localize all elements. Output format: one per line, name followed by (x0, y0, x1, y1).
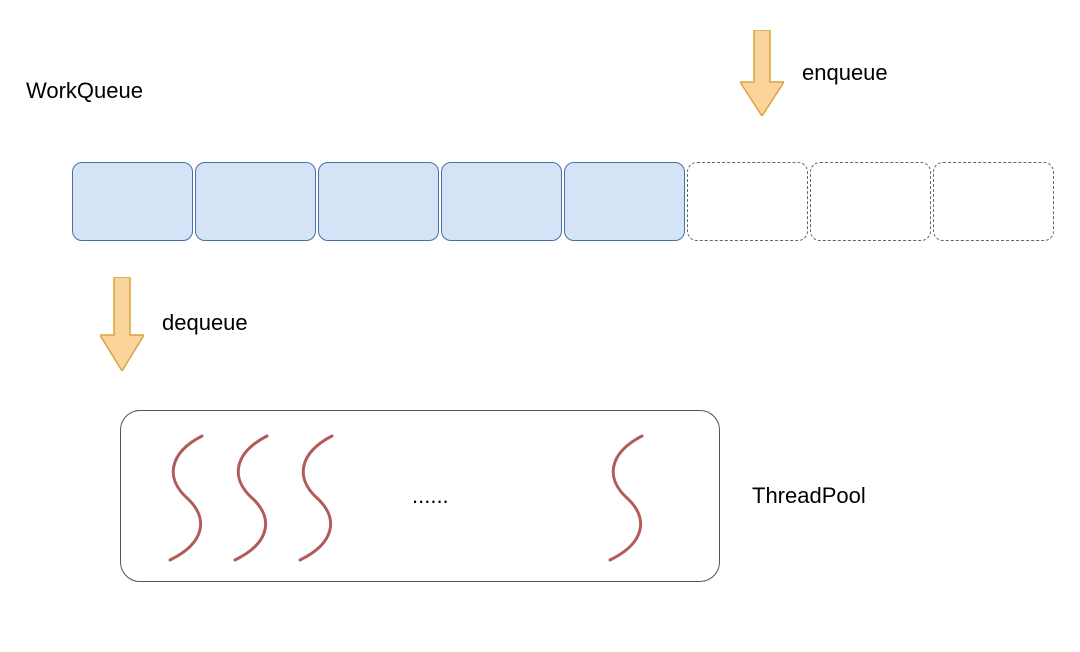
queue-item-empty (933, 162, 1054, 241)
dequeue-arrow-icon (100, 277, 144, 371)
threadpool-label: ThreadPool (752, 483, 866, 509)
queue-item-filled (195, 162, 316, 241)
queue-item-filled (564, 162, 685, 241)
thread-squiggle-icon (157, 428, 217, 568)
queue-item-filled (72, 162, 193, 241)
queue-item-filled (318, 162, 439, 241)
thread-squiggle-icon (222, 428, 282, 568)
ellipsis-label: ...... (412, 483, 449, 509)
enqueue-label: enqueue (802, 60, 888, 86)
queue-item-filled (441, 162, 562, 241)
workqueue-label: WorkQueue (26, 78, 143, 104)
queue-item-empty (687, 162, 808, 241)
thread-squiggle-icon (287, 428, 347, 568)
enqueue-arrow-icon (740, 30, 784, 116)
thread-squiggle-icon (597, 428, 657, 568)
work-queue (72, 162, 1054, 241)
queue-item-empty (810, 162, 931, 241)
dequeue-label: dequeue (162, 310, 248, 336)
